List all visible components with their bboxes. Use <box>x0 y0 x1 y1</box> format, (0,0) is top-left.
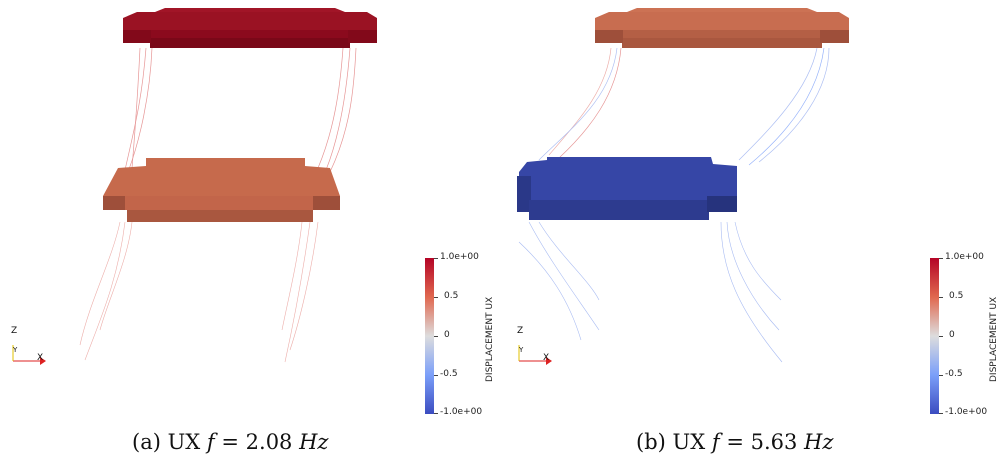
colorbar <box>425 258 434 414</box>
axes-triad <box>12 345 46 365</box>
axis-x-label: X <box>543 353 550 363</box>
colorbar-tick: 0 <box>444 330 450 340</box>
axes-triad <box>518 345 552 365</box>
axis-z-label: Z <box>517 326 524 336</box>
cables-upper <box>124 47 357 173</box>
colorbar-tick: 0.5 <box>949 291 964 301</box>
top-slab <box>595 8 849 48</box>
colorbar-tick: -0.5 <box>945 369 963 379</box>
mode-shape-view[interactable] <box>0 0 499 425</box>
top-slab <box>123 8 377 48</box>
colorbar-tick: 0 <box>949 330 955 340</box>
colorbar-tick: -0.5 <box>440 369 458 379</box>
axis-y-label: Y <box>519 346 524 354</box>
figure-caption: (a) UX f = 2.08 Hz <box>132 430 329 454</box>
colorbar-tick: 0.5 <box>444 291 459 301</box>
colorbar-tick: -1.0e+00 <box>945 407 988 417</box>
colorbar-tick: 1.0e+00 <box>945 252 984 262</box>
colorbar-tick: 1.0e+00 <box>440 252 479 262</box>
mode-shape-view[interactable] <box>499 0 998 425</box>
cables-lower <box>518 221 783 363</box>
colorbar-title: DISPLACEMENT UX <box>989 296 998 382</box>
panel-b: Z Y X 1.0e+00 0.5 0 -0.5 -1.0e+00 DISPLA… <box>499 0 998 470</box>
axis-x-label: X <box>37 353 44 363</box>
colorbar-tick: -1.0e+00 <box>440 407 483 417</box>
colorbar <box>930 258 939 414</box>
middle-slab <box>103 158 340 222</box>
colorbar-title: DISPLACEMENT UX <box>485 296 495 382</box>
figure-caption: (b) UX f = 5.63 Hz <box>636 430 834 454</box>
cables-lower <box>79 221 319 363</box>
cables-upper <box>538 47 830 166</box>
axis-y-label: Y <box>13 346 18 354</box>
axis-z-label: Z <box>11 326 18 336</box>
middle-slab <box>517 157 737 220</box>
panel-a: Z Y X 1.0e+00 0.5 0 -0.5 -1.0e+00 DISPLA… <box>0 0 499 454</box>
